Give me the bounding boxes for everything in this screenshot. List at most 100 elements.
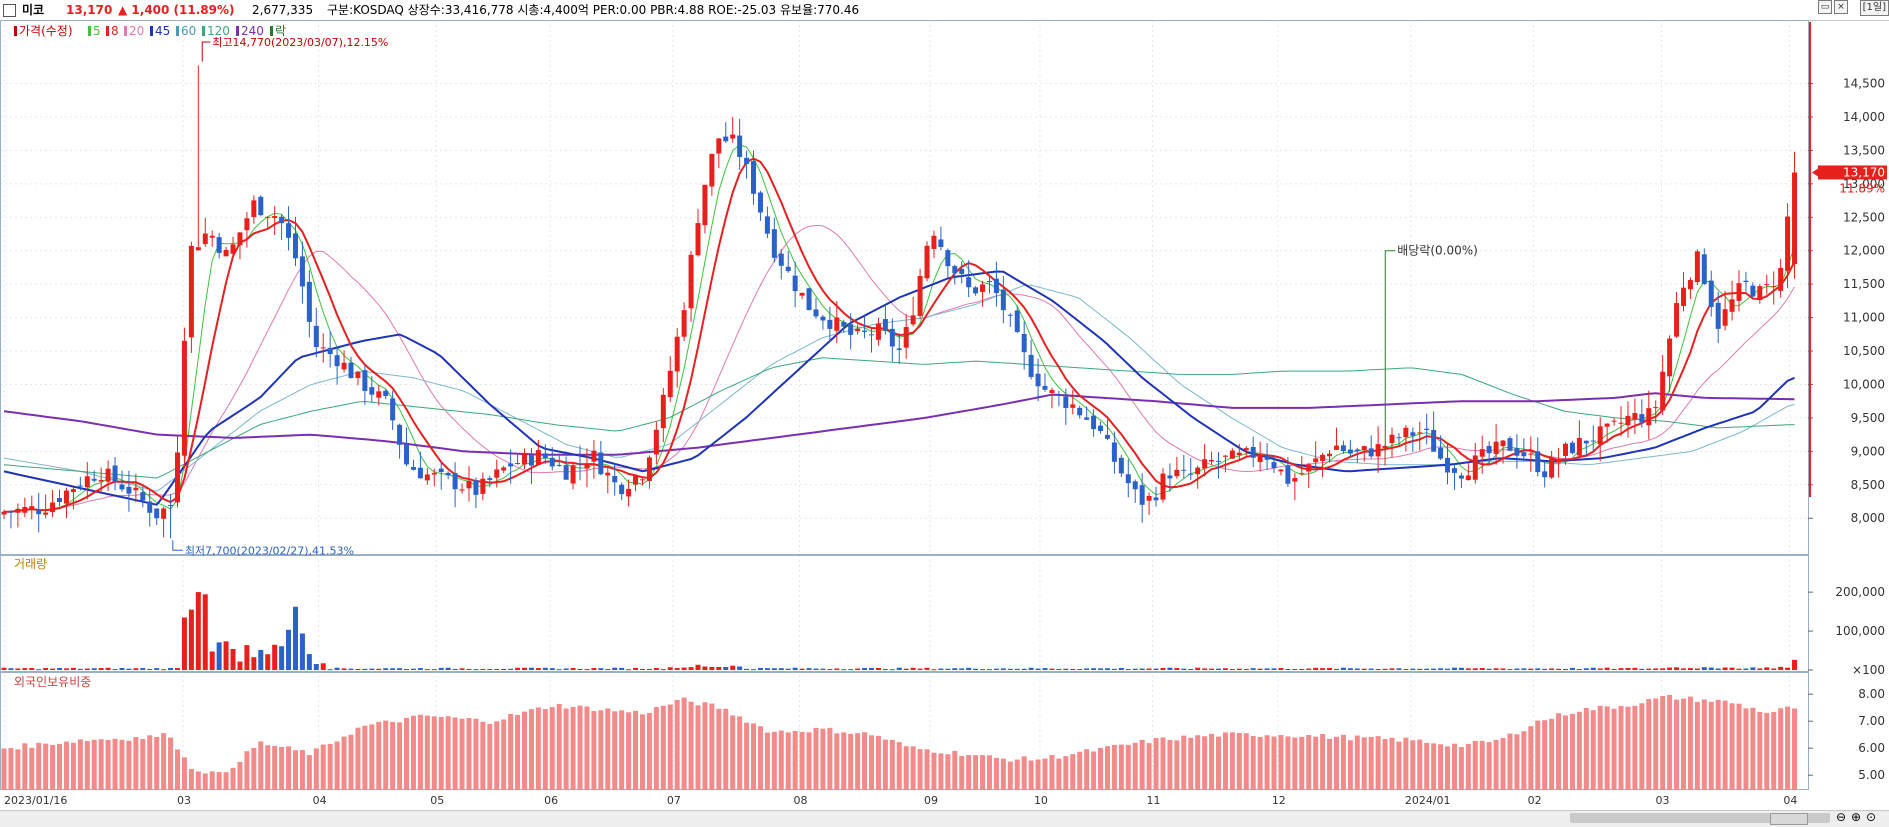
- candle-body: [230, 244, 236, 254]
- foreign-ownership-bar: [556, 703, 562, 790]
- candle-body: [938, 239, 944, 247]
- volume-bar: [244, 645, 250, 670]
- foreign-ownership-bar: [237, 761, 243, 790]
- candle-body: [251, 200, 257, 218]
- candle-body: [1278, 469, 1284, 472]
- volume-bar: [737, 666, 743, 670]
- volume-bar: [1646, 668, 1652, 670]
- volume-bar: [674, 668, 680, 670]
- foreign-ownership-bar: [1750, 707, 1756, 790]
- foreign-ownership-bar: [1590, 710, 1596, 790]
- volume-bar: [1160, 667, 1166, 670]
- candle-body: [1243, 448, 1249, 451]
- volume-bar: [1403, 669, 1409, 671]
- foreign-ownership-bar: [1014, 759, 1020, 790]
- foreign-ownership-bar: [362, 725, 368, 790]
- volume-bar: [1535, 668, 1541, 670]
- volume-tick-label: 200,000: [1835, 585, 1885, 599]
- zoom-in-icon[interactable]: ⊕: [1851, 810, 1862, 824]
- candle-body: [549, 457, 555, 467]
- foreign-ownership-bar: [612, 711, 618, 790]
- candle-body: [466, 480, 472, 489]
- candle-body: [1722, 309, 1728, 326]
- candle-body: [1146, 495, 1152, 501]
- volume-bar: [348, 668, 354, 670]
- volume-bar: [1514, 668, 1520, 670]
- foreign-ownership-bar: [133, 737, 139, 790]
- time-scrollbar[interactable]: ⊖ ⊕ ⊙: [0, 810, 1889, 827]
- volume-bar: [1625, 668, 1631, 670]
- price-tick-label: 9,500: [1851, 411, 1885, 425]
- volume-bar: [834, 668, 840, 670]
- foreign-ownership-bar: [723, 708, 729, 790]
- candle-body: [1493, 441, 1499, 454]
- candle-body: [688, 254, 694, 309]
- foreign-ownership-bar: [702, 702, 708, 790]
- volume-bar: [1250, 668, 1256, 670]
- foreign-ownership-bar: [563, 708, 569, 790]
- candle-body: [272, 216, 278, 218]
- candle-body: [1361, 446, 1367, 451]
- scroll-thumb[interactable]: [1570, 813, 1830, 823]
- volume-bar: [757, 667, 763, 670]
- foreign-ownership-bar: [1431, 743, 1437, 790]
- candle-body: [959, 268, 965, 274]
- foreign-ownership-bar: [1285, 736, 1291, 790]
- foreign-ownership-bar: [1493, 739, 1499, 790]
- volume-bar: [862, 667, 868, 670]
- candle-body: [487, 478, 493, 480]
- foreign-ownership-bar: [404, 717, 410, 790]
- volume-bar: [1542, 668, 1548, 670]
- candle-body: [362, 370, 368, 391]
- close-icon[interactable]: ×: [1834, 0, 1848, 14]
- legend-swatch: [236, 26, 239, 36]
- candle-body: [862, 330, 868, 333]
- candle-body: [855, 328, 861, 332]
- foreign-ownership-bar: [258, 741, 264, 790]
- foreign-ownership-bar: [1188, 737, 1194, 790]
- candle-body: [598, 452, 604, 475]
- volume-bar: [258, 649, 264, 670]
- foreign-ownership-bar: [1028, 760, 1034, 790]
- volume-bar: [320, 663, 326, 670]
- candle-body: [1465, 475, 1471, 481]
- foreign-ownership-bar: [223, 772, 229, 790]
- candle-body: [1229, 450, 1235, 459]
- candle-body: [223, 249, 229, 257]
- volume-bar: [1236, 668, 1242, 670]
- candle-body: [383, 390, 389, 397]
- candle-body: [341, 362, 347, 370]
- zoom-out-icon[interactable]: ⊖: [1836, 810, 1847, 824]
- expand-icon[interactable]: ▭: [1818, 0, 1832, 14]
- select-checkbox[interactable]: [3, 4, 16, 17]
- foreign-ownership-bar: [397, 722, 403, 790]
- foreign-ownership-bar: [1, 748, 7, 790]
- foreign-ownership-bar: [646, 713, 652, 790]
- candle-body: [1528, 453, 1534, 455]
- volume-bar: [1014, 668, 1020, 670]
- foreign-ownership-bar: [848, 733, 854, 790]
- foreign-ownership-bar: [792, 730, 798, 790]
- foreign-ownership-bar: [181, 757, 187, 790]
- volume-bar: [938, 668, 944, 670]
- foreign-ownership-bar: [1271, 736, 1277, 790]
- candle-body: [1639, 414, 1645, 423]
- candle-body: [1458, 475, 1464, 479]
- volume-bar: [1687, 668, 1693, 670]
- zoom-reset-icon[interactable]: ⊙: [1866, 810, 1877, 824]
- candle-body: [1736, 283, 1742, 301]
- volume-bar: [1660, 668, 1666, 670]
- foreign-ownership-bar: [126, 740, 132, 790]
- foreign-ownership-bar: [313, 748, 319, 790]
- volume-bar: [313, 663, 319, 670]
- zoom-slider[interactable]: [1770, 813, 1808, 825]
- volume-bar: [744, 668, 750, 670]
- volume-bar: [799, 668, 805, 670]
- candle-body: [799, 292, 805, 296]
- candle-body: [660, 394, 666, 429]
- volume-bar: [91, 668, 97, 670]
- volume-bar: [1098, 668, 1104, 670]
- foreign-ownership-bar: [508, 713, 514, 790]
- period-button[interactable]: [1일]: [1859, 0, 1889, 16]
- volume-bar: [1549, 668, 1555, 670]
